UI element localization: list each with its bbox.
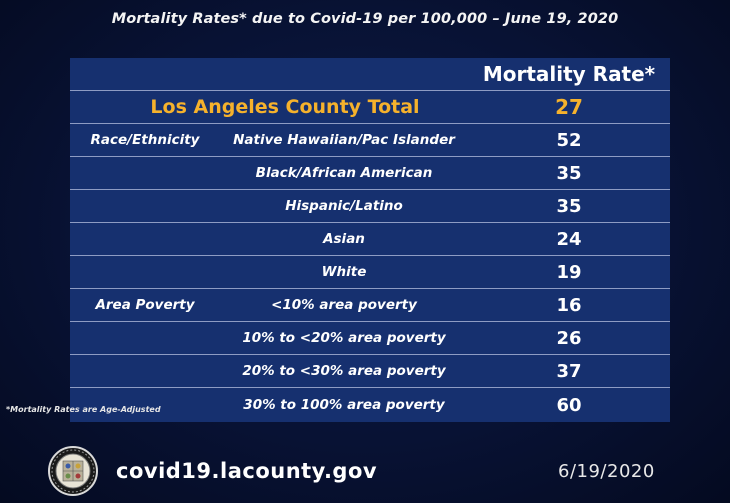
table-row: Race/Ethnicity Native Hawaiian/Pac Islan…: [70, 124, 670, 157]
row-label: <10% area poverty: [271, 297, 417, 313]
row-category: Race/Ethnicity: [90, 132, 200, 148]
row-label: 10% to <20% area poverty: [242, 330, 446, 346]
column-header-mortality-rate: Mortality Rate*: [482, 62, 656, 86]
row-label: Asian: [323, 231, 365, 247]
row-label: 30% to 100% area poverty: [243, 397, 445, 413]
mortality-table: Mortality Rate* Los Angeles County Total…: [70, 58, 670, 422]
row-category: [70, 190, 220, 222]
row-value: 52: [556, 129, 582, 151]
row-category: [70, 223, 220, 255]
county-seal-icon: [48, 446, 98, 496]
row-label: Black/African American: [255, 165, 433, 181]
page-title: Mortality Rates* due to Covid-19 per 100…: [111, 11, 619, 27]
row-value: 60: [556, 394, 582, 416]
table-row: Black/African American 35: [70, 157, 670, 190]
footnote: *Mortality Rates are Age-Adjusted: [6, 405, 161, 414]
table-row: White 19: [70, 256, 670, 289]
table-row: 30% to 100% area poverty 60: [70, 388, 670, 422]
total-value: 27: [555, 95, 583, 119]
row-label: White: [321, 264, 367, 280]
row-label: Hispanic/Latino: [285, 198, 403, 214]
row-category: [70, 157, 220, 189]
footer-url-link[interactable]: covid19.lacounty.gov: [116, 459, 378, 483]
table-header-row: Mortality Rate*: [70, 58, 670, 91]
row-category: Area Poverty: [95, 297, 195, 313]
footer-date: 6/19/2020: [558, 461, 655, 482]
table-row: Asian 24: [70, 223, 670, 256]
row-value: 16: [556, 294, 582, 316]
total-row: Los Angeles County Total 27: [70, 91, 670, 124]
row-value: 37: [556, 360, 582, 382]
row-value: 24: [556, 228, 582, 250]
total-label: Los Angeles County Total: [150, 96, 420, 118]
table-row: Area Poverty <10% area poverty 16: [70, 289, 670, 322]
table-row: 20% to <30% area poverty 37: [70, 355, 670, 388]
row-category: [70, 322, 220, 354]
row-label: 20% to <30% area poverty: [242, 363, 446, 379]
table-row: Hispanic/Latino 35: [70, 190, 670, 223]
row-category: [70, 256, 220, 288]
row-label: Native Hawaiian/Pac Islander: [233, 132, 455, 148]
row-value: 35: [556, 195, 582, 217]
row-value: 26: [556, 327, 582, 349]
row-category: [70, 355, 220, 387]
row-value: 19: [556, 261, 582, 283]
row-value: 35: [556, 162, 582, 184]
table-row: 10% to <20% area poverty 26: [70, 322, 670, 355]
